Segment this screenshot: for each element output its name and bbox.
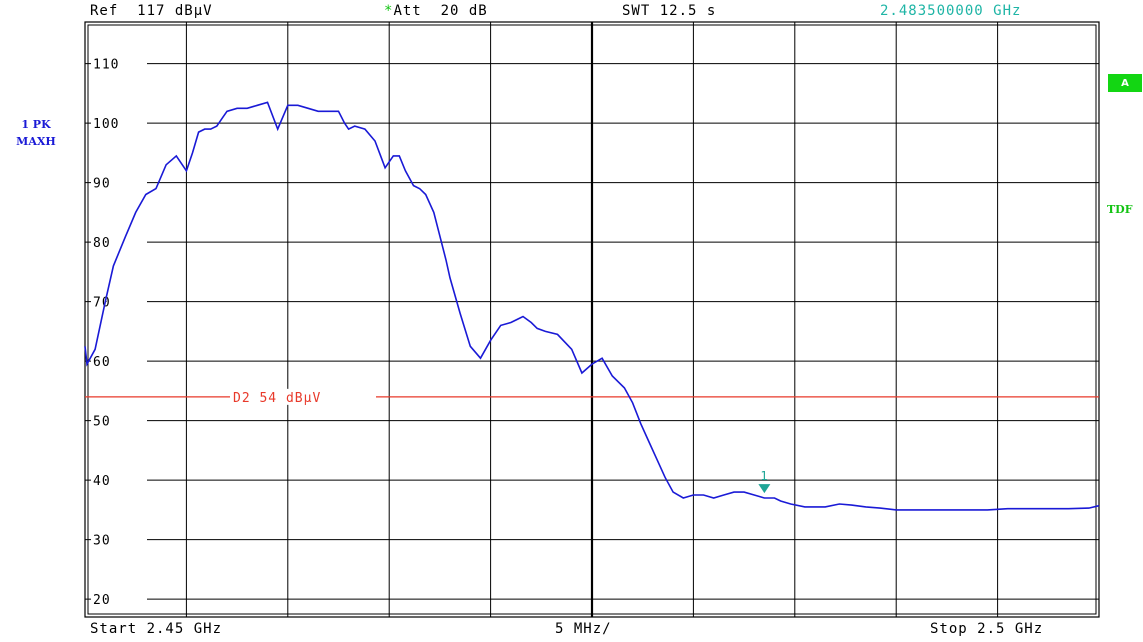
attenuation-label: *Att 20 dB: [384, 3, 488, 19]
tick-label-bg: [91, 56, 147, 71]
trace-number-label: 1 PK: [21, 118, 51, 131]
y-tick-label: 70: [93, 296, 111, 311]
y-tick-label: 20: [93, 593, 111, 608]
y-tick-label: 80: [93, 236, 111, 251]
y-tick-label: 110: [93, 58, 119, 73]
stop-frequency-label: Stop 2.5 GHz: [930, 621, 1044, 637]
y-tick-labels: 110 100 90 80 70 60 50 40 30 20: [91, 56, 147, 608]
tick-label-bg: [91, 235, 147, 250]
display-line-label: D2 54 dBµV: [233, 391, 321, 406]
tick-label-bg: [91, 354, 147, 369]
trace-detector-label: 1 PK MAXH: [8, 116, 64, 150]
tick-label-bg: [91, 592, 147, 607]
marker-1-label: 1: [760, 469, 767, 483]
y-tick-label: 100: [93, 117, 119, 132]
ref-level-label: Ref 117 dBµV: [90, 3, 213, 19]
tick-label-bg: [91, 532, 147, 547]
grid: [84, 21, 1100, 618]
y-tick-label: 50: [93, 415, 111, 430]
tick-label-bg: [91, 473, 147, 488]
trace-1-line: [84, 101, 1100, 511]
sweep-time-label: SWT 12.5 s: [622, 3, 717, 19]
span-per-division-label: 5 MHz/: [555, 621, 612, 637]
start-frequency-label: Start 2.45 GHz: [90, 621, 223, 637]
tick-label-bg: [91, 413, 147, 428]
marker-1-triangle: [758, 484, 771, 494]
marker-frequency-readout: 2.483500000 GHz: [880, 3, 1022, 19]
display-line-label-bg: [230, 388, 376, 405]
trace-mode-label: MAXH: [16, 135, 56, 148]
att-modified-marker: *: [384, 3, 394, 19]
tick-label-bg: [91, 116, 147, 131]
y-tick-label: 90: [93, 177, 111, 192]
y-tick-label: 60: [93, 355, 111, 370]
tick-label-bg: [91, 175, 147, 190]
marker-1: 1: [758, 469, 771, 494]
y-tick-label: 30: [93, 534, 111, 549]
display-line-d2: D2 54 dBµV: [85, 388, 1099, 406]
y-tick-label: 40: [93, 474, 111, 489]
trace-status-badge: A: [1108, 74, 1142, 92]
tdf-indicator: TDF: [1107, 203, 1133, 216]
